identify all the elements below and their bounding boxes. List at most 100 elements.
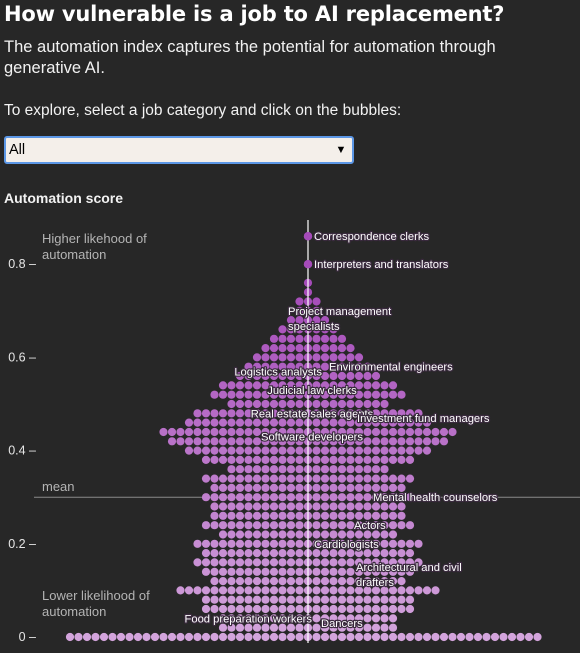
job-bubble[interactable] (218, 427, 228, 437)
job-bubble[interactable] (235, 418, 245, 427)
job-bubble[interactable] (193, 558, 202, 567)
job-bubble[interactable] (371, 632, 381, 642)
job-bubble[interactable] (218, 586, 228, 595)
job-bubble[interactable] (354, 455, 364, 464)
job-bubble[interactable] (397, 427, 406, 437)
job-bubble[interactable] (295, 306, 304, 315)
job-bubble[interactable] (244, 446, 253, 455)
job-bubble[interactable] (269, 530, 279, 539)
job-bubble[interactable] (414, 409, 423, 418)
job-bubble[interactable] (295, 632, 304, 642)
job-bubble[interactable] (261, 493, 270, 502)
job-bubble[interactable] (337, 381, 347, 390)
job-bubble[interactable] (346, 539, 355, 548)
job-bubble[interactable] (312, 409, 321, 418)
job-bubble[interactable] (312, 334, 321, 343)
job-bubble[interactable] (167, 427, 177, 437)
job-bubble[interactable] (388, 558, 398, 567)
job-bubble[interactable] (261, 577, 270, 586)
job-bubble[interactable] (371, 577, 381, 586)
job-bubble[interactable] (337, 558, 347, 567)
job-bubble[interactable] (278, 474, 287, 483)
job-bubble[interactable] (261, 418, 270, 427)
job-bubble[interactable] (363, 632, 372, 642)
job-bubble[interactable] (210, 437, 219, 446)
job-bubble[interactable] (312, 437, 321, 446)
job-bubble[interactable] (371, 371, 381, 381)
job-bubble[interactable] (235, 409, 245, 418)
job-bubble[interactable] (278, 502, 287, 511)
job-bubble[interactable] (397, 493, 406, 502)
job-bubble[interactable] (235, 623, 245, 632)
job-bubble[interactable] (261, 632, 270, 642)
job-bubble[interactable] (235, 493, 245, 502)
job-bubble[interactable] (337, 539, 347, 548)
job-bubble[interactable] (320, 381, 330, 390)
job-bubble[interactable] (320, 362, 330, 371)
job-bubble[interactable] (227, 632, 236, 642)
job-bubble[interactable] (329, 325, 338, 334)
job-bubble[interactable] (380, 418, 389, 427)
job-bubble[interactable] (278, 530, 287, 539)
job-bubble[interactable] (380, 577, 389, 586)
job-bubble[interactable] (286, 334, 296, 343)
job-bubble[interactable] (320, 511, 330, 520)
job-bubble[interactable] (371, 390, 381, 399)
job-bubble[interactable] (244, 577, 253, 586)
job-bubble[interactable] (371, 465, 381, 474)
job-bubble[interactable] (295, 316, 304, 325)
job-bubble[interactable] (252, 567, 262, 576)
job-bubble[interactable] (235, 577, 245, 586)
job-bubble[interactable] (312, 530, 321, 539)
job-bubble[interactable] (193, 446, 202, 455)
job-bubble[interactable] (252, 371, 262, 381)
job-bubble[interactable] (269, 362, 279, 371)
job-bubble[interactable] (286, 427, 296, 437)
job-bubble[interactable] (269, 539, 279, 548)
job-bubble[interactable] (371, 502, 381, 511)
job-bubble[interactable] (235, 381, 245, 390)
job-bubble[interactable] (252, 362, 262, 371)
job-bubble[interactable] (312, 297, 321, 306)
job-bubble[interactable] (252, 493, 262, 502)
job-bubble[interactable] (337, 577, 347, 586)
job-bubble[interactable] (201, 474, 211, 483)
job-bubble[interactable] (218, 632, 228, 642)
job-bubble[interactable] (295, 446, 304, 455)
job-bubble[interactable] (286, 549, 296, 558)
job-bubble[interactable] (244, 399, 253, 409)
job-bubble[interactable] (388, 586, 398, 595)
job-bubble[interactable] (388, 577, 398, 586)
job-bubble[interactable] (354, 530, 364, 539)
job-bubble[interactable] (312, 604, 321, 614)
job-bubble[interactable] (363, 577, 372, 586)
job-bubble[interactable] (227, 623, 236, 632)
job-bubble[interactable] (269, 586, 279, 595)
job-bubble[interactable] (320, 465, 330, 474)
job-bubble[interactable] (184, 418, 194, 427)
job-bubble[interactable] (329, 604, 338, 614)
job-bubble[interactable] (312, 465, 321, 474)
job-bubble[interactable] (371, 427, 381, 437)
job-bubble[interactable] (337, 483, 347, 492)
job-bubble[interactable] (295, 558, 304, 567)
job-bubble[interactable] (201, 558, 211, 567)
job-bubble[interactable] (244, 390, 253, 399)
job-bubble[interactable] (380, 604, 389, 614)
job-bubble[interactable] (388, 511, 398, 520)
job-bubble[interactable] (354, 437, 364, 446)
job-bubble[interactable] (388, 614, 398, 623)
job-bubble[interactable] (346, 381, 355, 390)
job-bubble[interactable] (286, 502, 296, 511)
job-bubble[interactable] (346, 344, 355, 353)
job-bubble[interactable] (244, 614, 253, 623)
job-bubble[interactable] (210, 567, 219, 576)
job-bubble[interactable] (261, 586, 270, 595)
job-bubble[interactable] (261, 539, 270, 548)
job-bubble[interactable] (286, 344, 296, 353)
job-bubble[interactable] (269, 371, 279, 381)
job-bubble[interactable] (346, 549, 355, 558)
job-bubble[interactable] (397, 446, 406, 455)
job-bubble[interactable] (269, 437, 279, 446)
job-bubble[interactable] (371, 558, 381, 567)
